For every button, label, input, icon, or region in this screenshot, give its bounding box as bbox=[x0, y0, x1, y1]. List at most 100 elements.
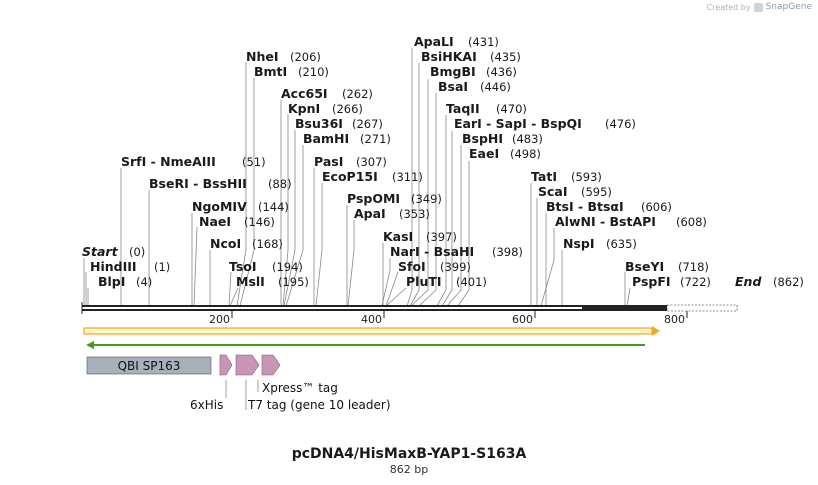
svg-text:MslI: MslI bbox=[236, 274, 265, 289]
svg-text:HindIII: HindIII bbox=[90, 259, 137, 274]
dna-backbone bbox=[81, 302, 738, 314]
svg-text:(206): (206) bbox=[290, 50, 321, 64]
tick-label: 600 bbox=[512, 313, 533, 326]
svg-text:TatI: TatI bbox=[531, 169, 557, 184]
svg-text:(195): (195) bbox=[278, 275, 309, 289]
svg-text:EarI - SapI - BspQI: EarI - SapI - BspQI bbox=[454, 116, 582, 131]
svg-text:ApaLI: ApaLI bbox=[414, 34, 454, 49]
svg-text:(399): (399) bbox=[440, 260, 471, 274]
snapgene-credit: Created by SnapGene bbox=[707, 2, 812, 12]
svg-text:(0): (0) bbox=[129, 245, 145, 259]
site-end[interactable]: End (862) bbox=[735, 274, 804, 289]
site-blpi[interactable]: BlpI (4) bbox=[98, 274, 152, 289]
site-bsphi[interactable]: BspHI (483) bbox=[462, 131, 543, 146]
green-feature-arrow[interactable] bbox=[86, 341, 645, 349]
site-kasi[interactable]: KasI (397) bbox=[383, 229, 457, 244]
site-pluti[interactable]: PluTI (401) bbox=[406, 274, 487, 289]
svg-text:(593): (593) bbox=[571, 170, 602, 184]
svg-text:NspI: NspI bbox=[563, 236, 595, 251]
svg-text:BsiHKAI: BsiHKAI bbox=[421, 49, 477, 64]
site-bseyi[interactable]: BseYI (718) bbox=[625, 259, 709, 274]
svg-text:PluTI: PluTI bbox=[406, 274, 442, 289]
site-ngomiv[interactable]: NgoMIV (144) bbox=[192, 199, 289, 214]
site-acc65i[interactable]: Acc65I (262) bbox=[281, 86, 373, 101]
site-scai[interactable]: ScaI (595) bbox=[538, 184, 612, 199]
site-eaei[interactable]: EaeI (498) bbox=[469, 146, 541, 161]
site-nspi[interactable]: NspI (635) bbox=[563, 236, 637, 251]
site-start[interactable]: Start (0) bbox=[82, 244, 145, 259]
his-tag-arrow bbox=[219, 354, 233, 376]
svg-text:PasI: PasI bbox=[314, 154, 343, 169]
site-apai[interactable]: ApaI (353) bbox=[354, 206, 430, 221]
site-bmgbi[interactable]: BmgBI (436) bbox=[430, 64, 517, 79]
site-hindiii[interactable]: HindIII (1) bbox=[90, 259, 170, 274]
site-bsai[interactable]: BsaI (446) bbox=[438, 79, 511, 94]
site-pasi[interactable]: PasI (307) bbox=[314, 154, 387, 169]
site-nhei[interactable]: NheI (206) bbox=[246, 49, 321, 64]
svg-text:(210): (210) bbox=[298, 65, 329, 79]
site-pspomi[interactable]: PspOMI (349) bbox=[347, 191, 442, 206]
site-naei[interactable]: NaeI (146) bbox=[199, 214, 275, 229]
xpress-tag-arrow bbox=[235, 354, 260, 376]
site-kpni[interactable]: KpnI (266) bbox=[288, 101, 363, 116]
tick-label: 400 bbox=[361, 313, 382, 326]
svg-text:(88): (88) bbox=[268, 177, 292, 191]
svg-text:(446): (446) bbox=[480, 80, 511, 94]
site-pspfi[interactable]: PspFI (722) bbox=[632, 274, 711, 289]
svg-text:(398): (398) bbox=[492, 245, 523, 259]
site-eari-sapi-bspqi[interactable]: EarI - SapI - BspQI (476) bbox=[454, 116, 636, 131]
xpress-tag-label: Xpress™ tag bbox=[262, 381, 338, 395]
svg-text:(470): (470) bbox=[496, 102, 527, 116]
credit-prefix: Created by bbox=[706, 2, 751, 12]
svg-text:(401): (401) bbox=[456, 275, 487, 289]
svg-text:BamHI: BamHI bbox=[303, 131, 349, 146]
svg-text:(307): (307) bbox=[356, 155, 387, 169]
site-nari-bsahi[interactable]: NarI - BsaHI (398) bbox=[390, 244, 523, 259]
site-ncoi[interactable]: NcoI (168) bbox=[210, 236, 283, 251]
orf-arrow[interactable] bbox=[83, 326, 660, 336]
svg-text:(146): (146) bbox=[244, 215, 275, 229]
ruler-ticks: 200 400 600 800 bbox=[209, 311, 688, 326]
site-bamhi[interactable]: BamHI (271) bbox=[303, 131, 391, 146]
svg-text:(608): (608) bbox=[676, 215, 707, 229]
svg-text:(271): (271) bbox=[360, 132, 391, 146]
site-srfi-nmeaiii[interactable]: SrfI - NmeAIII (51) bbox=[121, 154, 266, 169]
site-bmti[interactable]: BmtI (210) bbox=[254, 64, 329, 79]
site-tsoi[interactable]: TsoI (194) bbox=[229, 259, 303, 274]
site-ecop15i[interactable]: EcoP15I (311) bbox=[322, 169, 423, 184]
svg-text:TaqII: TaqII bbox=[446, 101, 480, 116]
site-msli[interactable]: MslI (195) bbox=[236, 274, 309, 289]
primer-qbi-sp163[interactable]: QBI SP163 bbox=[86, 356, 212, 375]
svg-text:(4): (4) bbox=[136, 275, 152, 289]
site-sfoi[interactable]: SfoI (399) bbox=[398, 259, 471, 274]
svg-text:(168): (168) bbox=[252, 237, 283, 251]
site-btsi-btsai[interactable]: BtsI - BtsαI (606) bbox=[546, 199, 672, 214]
svg-text:(498): (498) bbox=[510, 147, 541, 161]
site-bsu36i[interactable]: Bsu36I (267) bbox=[295, 116, 383, 131]
svg-text:PspOMI: PspOMI bbox=[347, 191, 400, 206]
primer-label: QBI SP163 bbox=[118, 359, 181, 373]
svg-text:BsaI: BsaI bbox=[438, 79, 468, 94]
svg-text:BmgBI: BmgBI bbox=[430, 64, 476, 79]
svg-text:(51): (51) bbox=[242, 155, 266, 169]
site-tati[interactable]: TatI (593) bbox=[531, 169, 602, 184]
site-taqii[interactable]: TaqII (470) bbox=[446, 101, 527, 116]
site-leader-lines bbox=[83, 48, 631, 307]
svg-text:(353): (353) bbox=[399, 207, 430, 221]
svg-text:NaeI: NaeI bbox=[199, 214, 231, 229]
site-alwni-bstapi[interactable]: AlwNI - BstAPI (608) bbox=[555, 214, 707, 229]
restriction-site-labels: Start (0) HindIII (1) BlpI (4) SrfI - NmeAI… bbox=[82, 34, 804, 289]
tag-features[interactable]: Xpress™ tag 6xHis T7 tag (gene 10 leader… bbox=[190, 354, 391, 412]
svg-text:(397): (397) bbox=[426, 230, 457, 244]
map-length: 862 bp bbox=[389, 463, 429, 476]
svg-text:BlpI: BlpI bbox=[98, 274, 125, 289]
site-apali[interactable]: ApaLI (431) bbox=[414, 34, 499, 49]
svg-text:(349): (349) bbox=[411, 192, 442, 206]
svg-text:BtsI - BtsαI: BtsI - BtsαI bbox=[546, 199, 624, 214]
svg-text:(722): (722) bbox=[680, 275, 711, 289]
site-bseri-bsshii[interactable]: BseRI - BssHII (88) bbox=[149, 176, 292, 191]
svg-text:BseRI - BssHII: BseRI - BssHII bbox=[149, 176, 247, 191]
site-bsihkai[interactable]: BsiHKAI (435) bbox=[421, 49, 521, 64]
svg-text:TsoI: TsoI bbox=[229, 259, 257, 274]
map-title: pcDNA4/HisMaxB-YAP1-S163A bbox=[291, 446, 527, 462]
